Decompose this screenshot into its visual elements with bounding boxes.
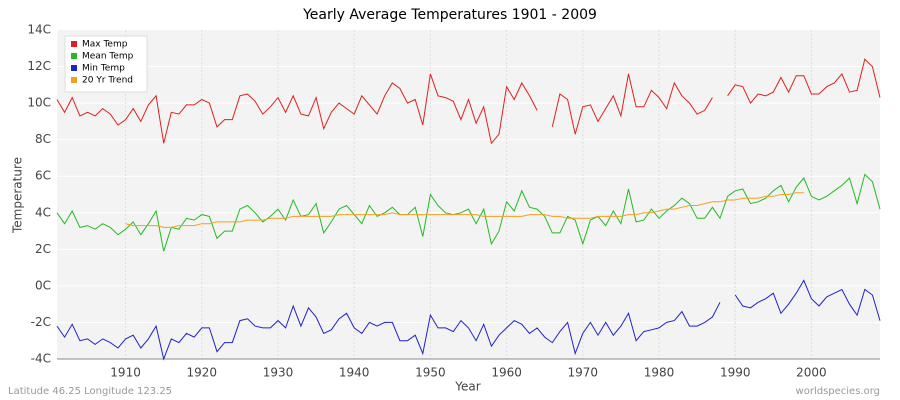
- x-tick-label: 1930: [263, 366, 294, 380]
- series-line: [125, 192, 804, 228]
- x-tick-label: 1920: [187, 366, 218, 380]
- y-tick-label: 0C: [35, 278, 51, 292]
- series-line: [56, 58, 881, 145]
- legend-swatch: [71, 77, 77, 83]
- legend-box: [64, 35, 148, 93]
- chart-title: Yearly Average Temperatures 1901 - 2009: [302, 7, 597, 23]
- x-tick-label: 1970: [568, 366, 599, 380]
- footer-left: Latitude 46.25 Longitude 123.25: [8, 386, 172, 397]
- x-tick-label: 1940: [339, 366, 370, 380]
- legend-label: Min Temp: [82, 64, 125, 74]
- legend: Max Temp Mean Temp Min Temp 20 Yr Trend: [64, 35, 148, 93]
- legend-swatch: [71, 65, 77, 71]
- y-tick-label: 8C: [35, 132, 51, 146]
- series-line: [56, 279, 881, 361]
- legend-swatch: [71, 53, 77, 59]
- x-tick-label: 1960: [491, 366, 522, 380]
- y-tick-label: 4C: [35, 205, 51, 219]
- x-tick-label: 1980: [644, 366, 675, 380]
- legend-label: Mean Temp: [82, 52, 134, 62]
- x-tick-label: 1990: [720, 366, 751, 380]
- series-line: [56, 173, 881, 252]
- legend-label: 20 Yr Trend: [82, 76, 133, 86]
- y-tick-label: 2C: [35, 242, 51, 256]
- y-tick-label: 14C: [27, 23, 51, 37]
- x-tick-label: 1950: [415, 366, 446, 380]
- y-tick-label: 6C: [35, 169, 51, 183]
- x-axis-label: Year: [454, 380, 480, 394]
- plot-background: [57, 30, 880, 359]
- x-tick-label: 2000: [796, 366, 827, 380]
- y-tick-label: 10C: [27, 96, 51, 110]
- y-tick-label: 12C: [27, 59, 51, 73]
- x-tick-label: 1910: [110, 366, 141, 380]
- legend-label: Max Temp: [82, 40, 128, 50]
- y-axis-label: Temperature: [11, 157, 25, 234]
- legend-swatch: [71, 41, 77, 47]
- footer-right: worldspecies.org: [796, 386, 880, 397]
- y-tick-label: -4C: [31, 352, 51, 366]
- y-tick-label: -2C: [31, 315, 51, 329]
